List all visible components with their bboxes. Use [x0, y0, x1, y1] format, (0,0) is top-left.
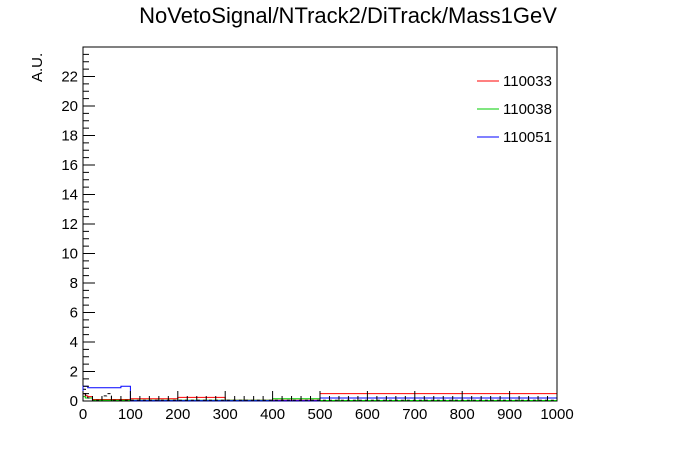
legend-entry: 110033 — [503, 73, 552, 90]
y-tick-label: 14 — [61, 187, 78, 204]
x-tick-label: 200 — [165, 406, 190, 423]
y-tick-label: 16 — [61, 157, 78, 174]
y-tick-label: 22 — [61, 69, 78, 86]
legend-entry: 110038 — [503, 101, 552, 118]
y-tick-label: 8 — [70, 275, 78, 292]
legend-entry: 110051 — [503, 129, 552, 146]
x-tick-label: 300 — [213, 406, 238, 423]
x-tick-label: 600 — [355, 406, 380, 423]
x-tick-label: 800 — [450, 406, 475, 423]
y-tick-label: 10 — [61, 246, 78, 263]
x-tick-label: 0 — [79, 406, 87, 423]
y-tick-label: 6 — [70, 305, 78, 322]
plot-frame — [82, 46, 558, 402]
y-tick-label: 18 — [61, 128, 78, 145]
x-tick-label: 1000 — [540, 406, 573, 423]
axes: 0 100 200 300 400 500 600 700 800 900 1000 0 2 4 6 8 10 1… — [61, 53, 574, 423]
chart-title: NoVetoSignal/NTrack2/DiTrack/Mass1GeV — [139, 3, 557, 28]
legend: 110033 110038 110051 — [477, 73, 552, 146]
y-tick-label: 4 — [70, 334, 78, 351]
y-axis-label: A.U. — [29, 53, 46, 82]
x-tick-label: 400 — [260, 406, 285, 423]
x-tick-label: 100 — [118, 406, 143, 423]
x-tick-label: 500 — [307, 406, 332, 423]
y-tick-label: 2 — [70, 364, 78, 381]
y-tick-label: 20 — [61, 98, 78, 115]
y-tick-label: 12 — [61, 216, 78, 233]
x-tick-label: 700 — [402, 406, 427, 423]
x-tick-label: 900 — [497, 406, 522, 423]
y-tick-label: 0 — [70, 393, 78, 410]
